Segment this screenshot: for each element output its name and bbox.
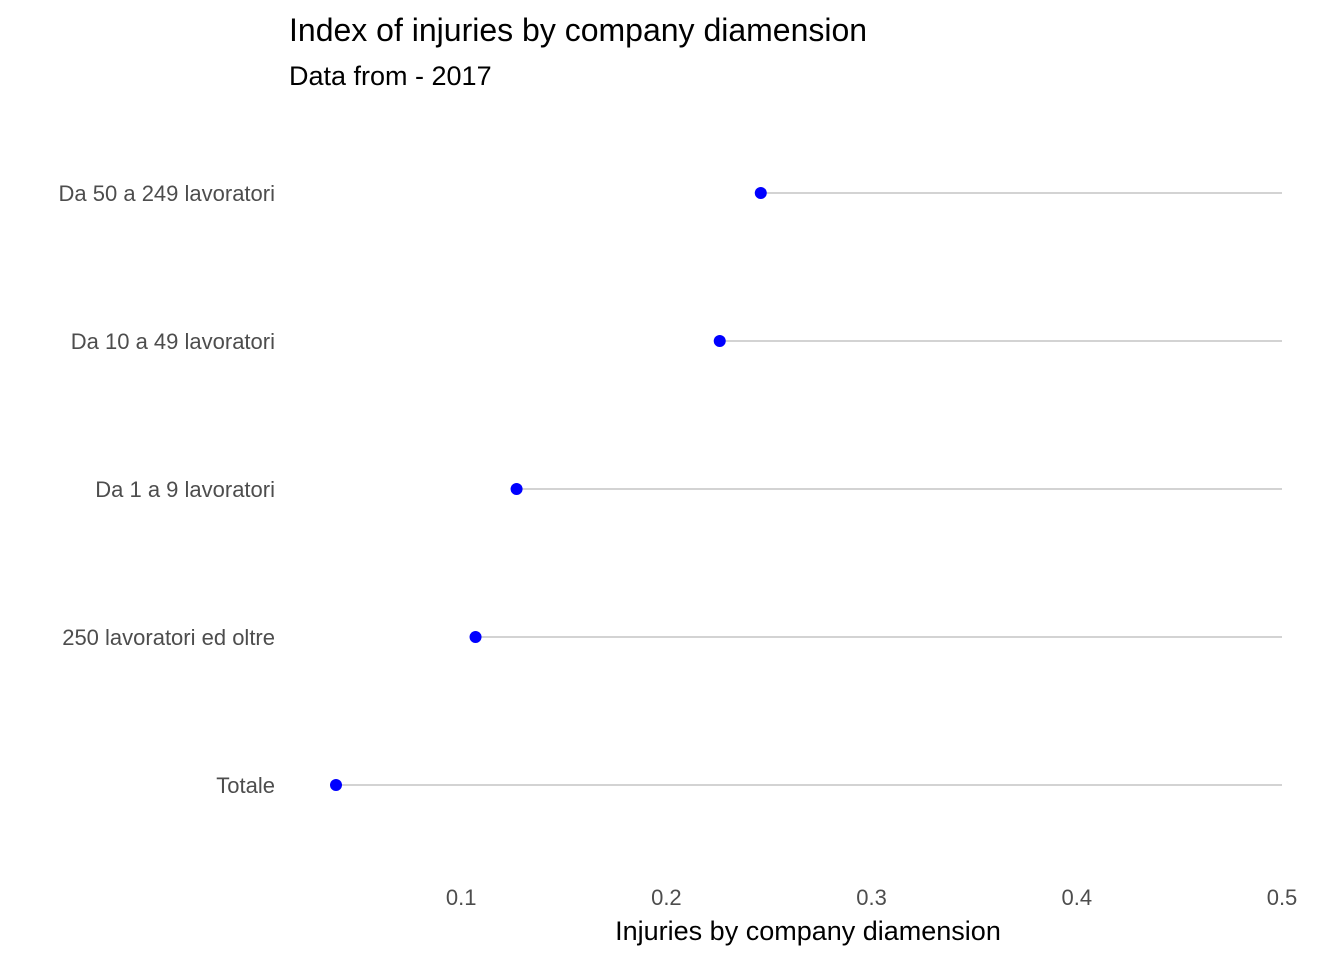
x-axis-title: Injuries by company diamension [615,916,1001,946]
x-axis-ticks: 0.1 0.2 0.3 0.4 0.5 [446,885,1297,910]
category-label: Da 50 a 249 lavoratori [59,181,275,206]
data-point [713,335,726,347]
x-tick-label: 0.1 [446,885,477,910]
chart-subtitle: Data from - 2017 [289,61,492,91]
category-label: Da 1 a 9 lavoratori [95,477,275,502]
data-point [754,187,767,199]
plot-area: Da 50 a 249 lavoratori Da 10 a 49 lavorat… [59,181,1282,798]
category-label: Totale [216,773,275,798]
category-label: 250 lavoratori ed oltre [62,625,275,650]
chart-title: Index of injuries by company diamension [289,12,867,48]
data-point [510,483,523,495]
category-label: Da 10 a 49 lavoratori [71,329,275,354]
x-tick-label: 0.5 [1267,885,1298,910]
x-tick-label: 0.4 [1061,885,1092,910]
data-point [469,631,482,643]
data-point [330,779,342,791]
x-tick-label: 0.3 [856,885,887,910]
x-tick-label: 0.2 [651,885,682,910]
